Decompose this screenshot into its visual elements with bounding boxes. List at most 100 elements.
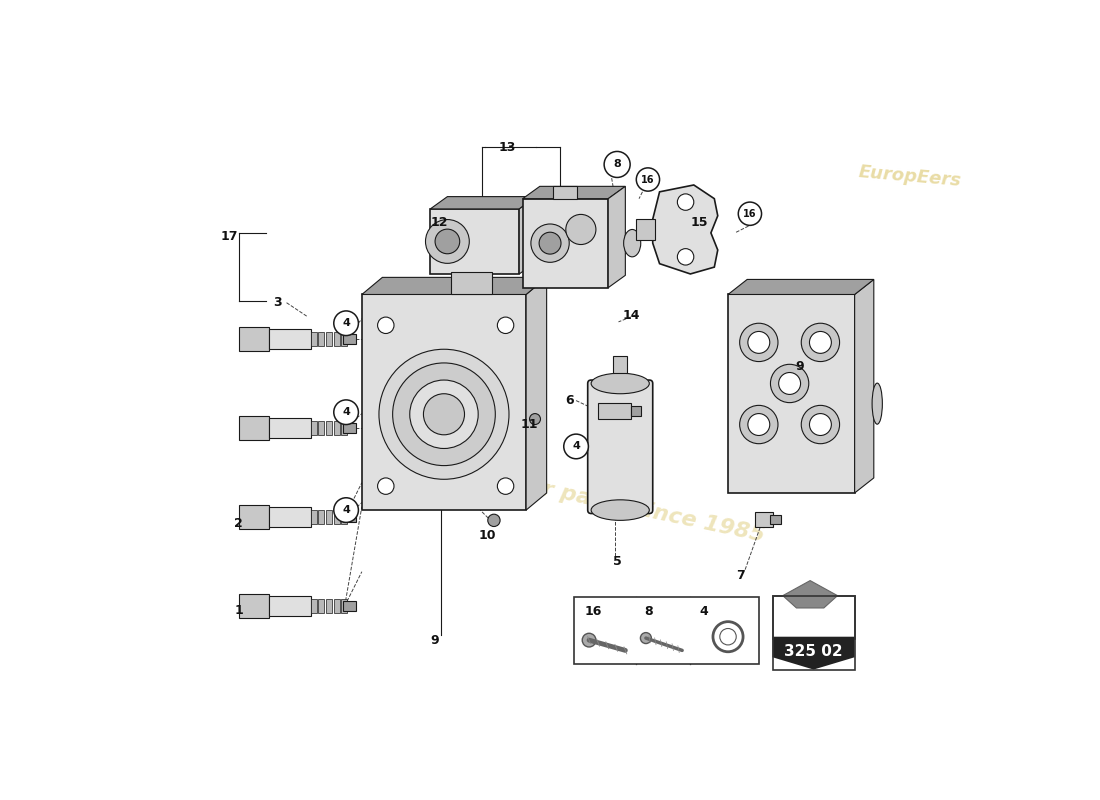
Circle shape — [333, 311, 359, 335]
FancyBboxPatch shape — [333, 421, 340, 435]
FancyBboxPatch shape — [239, 594, 270, 618]
Text: 4: 4 — [342, 505, 350, 515]
Circle shape — [713, 622, 744, 652]
Circle shape — [604, 151, 630, 178]
Circle shape — [487, 514, 500, 526]
Polygon shape — [526, 278, 547, 510]
FancyBboxPatch shape — [270, 418, 310, 438]
Polygon shape — [362, 278, 547, 294]
Polygon shape — [519, 197, 537, 274]
FancyBboxPatch shape — [728, 294, 855, 493]
FancyBboxPatch shape — [239, 326, 270, 351]
FancyBboxPatch shape — [343, 334, 355, 344]
FancyBboxPatch shape — [318, 510, 324, 524]
Circle shape — [539, 232, 561, 254]
Circle shape — [719, 629, 736, 645]
Text: 4: 4 — [700, 606, 708, 618]
Text: 4: 4 — [572, 442, 580, 451]
Polygon shape — [728, 279, 873, 294]
FancyBboxPatch shape — [430, 209, 519, 274]
Polygon shape — [652, 185, 717, 274]
Circle shape — [582, 634, 596, 647]
Circle shape — [409, 380, 478, 449]
FancyBboxPatch shape — [326, 510, 332, 524]
Text: 2: 2 — [234, 518, 243, 530]
FancyBboxPatch shape — [318, 332, 324, 346]
Circle shape — [333, 498, 359, 522]
FancyBboxPatch shape — [362, 294, 526, 510]
FancyBboxPatch shape — [333, 599, 340, 613]
Polygon shape — [608, 186, 625, 288]
FancyBboxPatch shape — [318, 421, 324, 435]
Text: 325 02: 325 02 — [784, 644, 843, 659]
Circle shape — [640, 633, 651, 643]
Text: 6: 6 — [565, 394, 573, 407]
FancyBboxPatch shape — [270, 506, 310, 527]
Circle shape — [426, 219, 470, 263]
FancyBboxPatch shape — [326, 332, 332, 346]
Circle shape — [636, 168, 660, 191]
Circle shape — [378, 350, 509, 479]
FancyBboxPatch shape — [310, 510, 317, 524]
Circle shape — [377, 317, 394, 334]
FancyBboxPatch shape — [270, 596, 310, 616]
Circle shape — [738, 202, 761, 226]
Text: 10: 10 — [478, 529, 496, 542]
FancyBboxPatch shape — [239, 505, 270, 530]
FancyBboxPatch shape — [341, 599, 348, 613]
FancyBboxPatch shape — [310, 599, 317, 613]
Ellipse shape — [624, 230, 640, 257]
Circle shape — [497, 317, 514, 334]
Text: 12: 12 — [430, 216, 448, 229]
Circle shape — [748, 331, 770, 354]
Text: 7: 7 — [736, 569, 745, 582]
Circle shape — [678, 194, 694, 210]
FancyBboxPatch shape — [522, 198, 608, 288]
Text: 11: 11 — [520, 418, 538, 431]
Text: 15: 15 — [691, 216, 708, 229]
Text: 9: 9 — [431, 634, 439, 646]
Text: EuropEers: EuropEers — [858, 162, 962, 190]
Circle shape — [779, 373, 801, 394]
FancyBboxPatch shape — [598, 402, 630, 419]
FancyBboxPatch shape — [587, 380, 652, 514]
Circle shape — [333, 400, 359, 425]
FancyBboxPatch shape — [770, 515, 781, 525]
Circle shape — [810, 331, 832, 354]
Text: 4: 4 — [342, 318, 350, 328]
Text: 16: 16 — [641, 174, 654, 185]
FancyBboxPatch shape — [636, 219, 654, 240]
FancyBboxPatch shape — [343, 601, 355, 610]
FancyBboxPatch shape — [333, 510, 340, 524]
Text: 14: 14 — [623, 309, 639, 322]
Text: 4: 4 — [342, 407, 350, 418]
Circle shape — [739, 406, 778, 444]
Text: 8: 8 — [644, 606, 652, 618]
Text: 9: 9 — [795, 360, 804, 373]
Circle shape — [531, 224, 569, 262]
FancyBboxPatch shape — [341, 510, 348, 524]
FancyBboxPatch shape — [451, 272, 492, 294]
Polygon shape — [855, 279, 873, 493]
FancyBboxPatch shape — [270, 329, 310, 350]
FancyBboxPatch shape — [614, 356, 627, 373]
Circle shape — [739, 323, 778, 362]
Circle shape — [393, 363, 495, 466]
Ellipse shape — [591, 373, 649, 394]
Circle shape — [529, 414, 540, 425]
Circle shape — [563, 434, 589, 458]
FancyBboxPatch shape — [630, 406, 641, 416]
Polygon shape — [772, 637, 855, 670]
FancyBboxPatch shape — [318, 599, 324, 613]
Circle shape — [801, 323, 839, 362]
Text: 13: 13 — [499, 141, 516, 154]
Polygon shape — [783, 581, 837, 608]
FancyBboxPatch shape — [333, 332, 340, 346]
FancyBboxPatch shape — [343, 423, 355, 433]
Circle shape — [565, 214, 596, 245]
Circle shape — [748, 414, 770, 435]
Polygon shape — [522, 186, 625, 198]
Circle shape — [377, 478, 394, 494]
FancyBboxPatch shape — [553, 186, 578, 198]
Text: 17: 17 — [221, 230, 239, 243]
